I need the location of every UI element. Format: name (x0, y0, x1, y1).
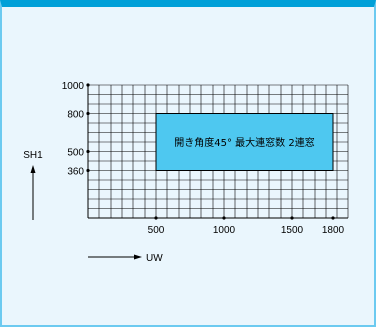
y-tick-label-360: 360 (67, 167, 84, 178)
x-axis-label: UW (146, 253, 163, 264)
permitted-range-label: 開き角度45° 最大連窓数 2連窓 (174, 136, 314, 149)
x-tick-dot-1800 (331, 216, 335, 220)
y-tick-label-1000: 1000 (62, 81, 85, 92)
y-tick-label-500: 500 (67, 148, 84, 159)
y-tick-dot-1000 (86, 83, 90, 87)
y-tick-dot-360 (86, 168, 90, 173)
x-tick-label-500: 500 (148, 225, 165, 236)
x-tick-dot-1500 (290, 216, 294, 220)
size-range-diagram: 開き角度45° 最大連窓数 2連窓 1000 800 500 360 500 1… (23, 81, 349, 264)
x-tick-label-1800: 1800 (322, 225, 345, 236)
y-tick-label-800: 800 (67, 110, 84, 121)
x-tick-label-1000: 1000 (213, 225, 236, 236)
x-axis-arrow-icon (88, 254, 142, 260)
permitted-range-box (155, 113, 334, 171)
y-axis-arrow-icon (30, 165, 36, 220)
x-axis-ticks: 500 1000 1500 1800 (148, 216, 345, 236)
y-axis-ticks: 1000 800 500 360 (62, 81, 90, 178)
y-tick-dot-500 (86, 149, 90, 154)
y-tick-dot-800 (86, 111, 90, 116)
x-tick-label-1500: 1500 (281, 225, 304, 236)
x-tick-dot-1000 (222, 216, 226, 220)
x-tick-dot-500 (154, 216, 158, 220)
y-axis-label: SH1 (23, 150, 43, 161)
